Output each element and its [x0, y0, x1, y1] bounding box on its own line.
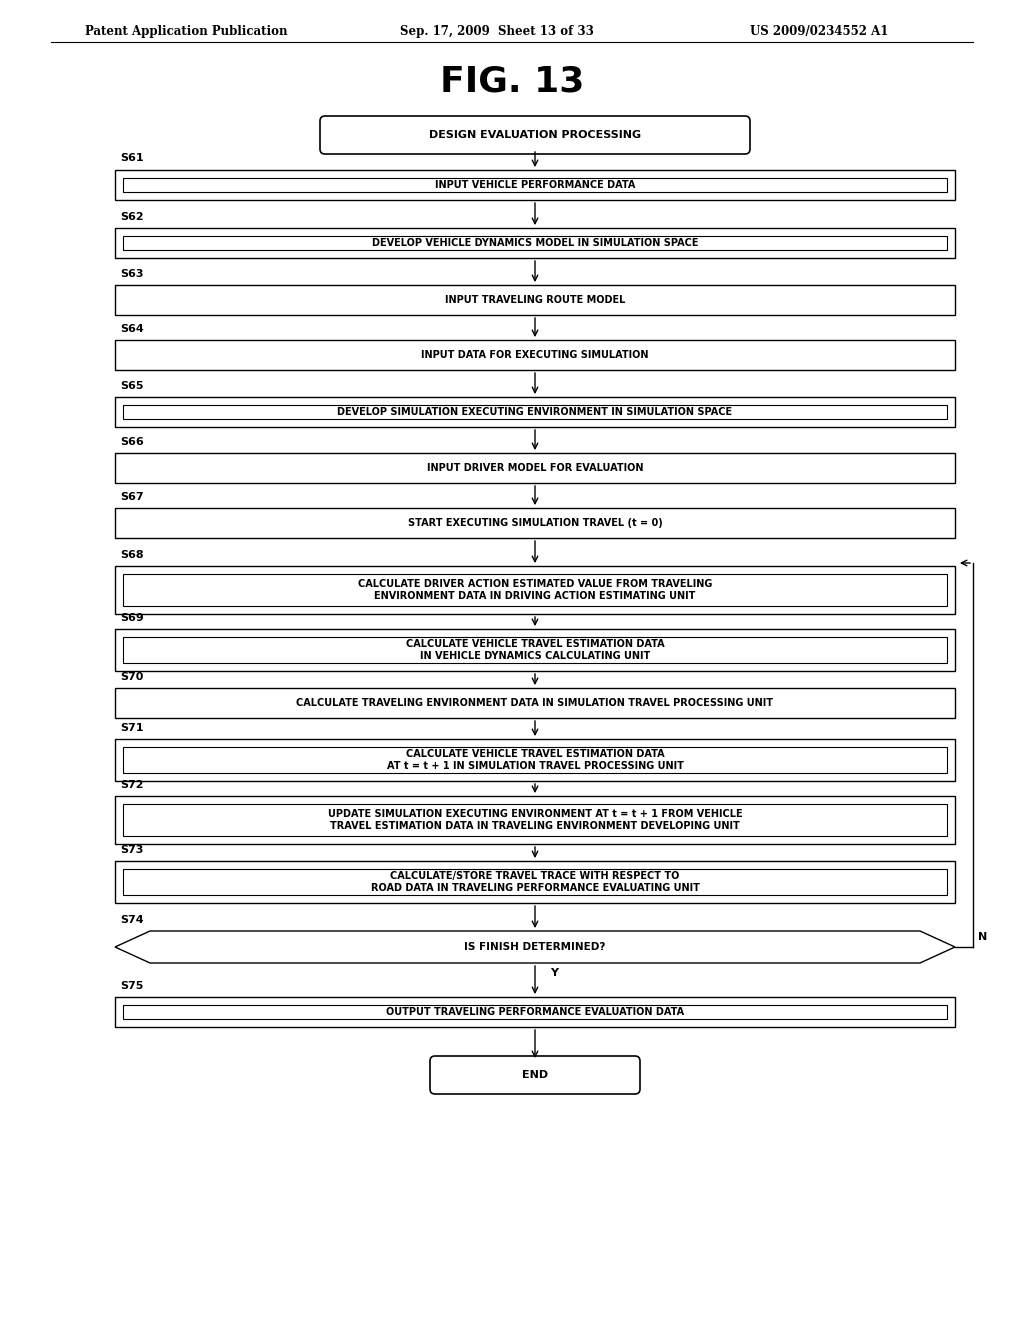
Text: S66: S66	[120, 437, 143, 447]
Text: S67: S67	[120, 492, 143, 502]
Bar	[123, 747, 947, 774]
Text: S75: S75	[120, 981, 143, 991]
Text: S74: S74	[120, 915, 143, 925]
Text: S72: S72	[120, 780, 143, 789]
Bar	[115, 228, 955, 257]
Text: IS FINISH DETERMINED?: IS FINISH DETERMINED?	[464, 942, 605, 952]
Text: S71: S71	[120, 723, 143, 733]
Text: INPUT VEHICLE PERFORMANCE DATA: INPUT VEHICLE PERFORMANCE DATA	[435, 180, 635, 190]
Bar	[115, 688, 955, 718]
Text: CALCULATE/STORE TRAVEL TRACE WITH RESPECT TO
ROAD DATA IN TRAVELING PERFORMANCE : CALCULATE/STORE TRAVEL TRACE WITH RESPEC…	[371, 871, 699, 892]
Text: S68: S68	[120, 550, 143, 560]
Bar	[123, 638, 947, 663]
Bar	[115, 508, 955, 539]
Bar	[123, 405, 947, 418]
Bar	[123, 574, 947, 606]
Text: N: N	[978, 932, 987, 942]
Bar	[115, 997, 955, 1027]
FancyBboxPatch shape	[430, 1056, 640, 1094]
Bar	[123, 1005, 947, 1019]
Bar	[115, 566, 955, 614]
Text: S61: S61	[120, 153, 143, 162]
Text: CALCULATE DRIVER ACTION ESTIMATED VALUE FROM TRAVELING
ENVIRONMENT DATA IN DRIVI: CALCULATE DRIVER ACTION ESTIMATED VALUE …	[357, 579, 712, 601]
Bar	[115, 630, 955, 671]
Text: CALCULATE VEHICLE TRAVEL ESTIMATION DATA
AT t = t + 1 IN SIMULATION TRAVEL PROCE: CALCULATE VEHICLE TRAVEL ESTIMATION DATA…	[387, 750, 683, 771]
Text: S64: S64	[120, 323, 143, 334]
Text: Sep. 17, 2009  Sheet 13 of 33: Sep. 17, 2009 Sheet 13 of 33	[400, 25, 594, 38]
Text: INPUT DRIVER MODEL FOR EVALUATION: INPUT DRIVER MODEL FOR EVALUATION	[427, 463, 643, 473]
Text: S63: S63	[120, 269, 143, 279]
Bar	[115, 285, 955, 315]
Text: INPUT DATA FOR EXECUTING SIMULATION: INPUT DATA FOR EXECUTING SIMULATION	[421, 350, 649, 360]
Text: START EXECUTING SIMULATION TRAVEL (t = 0): START EXECUTING SIMULATION TRAVEL (t = 0…	[408, 517, 663, 528]
Text: OUTPUT TRAVELING PERFORMANCE EVALUATION DATA: OUTPUT TRAVELING PERFORMANCE EVALUATION …	[386, 1007, 684, 1016]
Text: UPDATE SIMULATION EXECUTING ENVIRONMENT AT t = t + 1 FROM VEHICLE
TRAVEL ESTIMAT: UPDATE SIMULATION EXECUTING ENVIRONMENT …	[328, 809, 742, 830]
Text: INPUT TRAVELING ROUTE MODEL: INPUT TRAVELING ROUTE MODEL	[444, 294, 626, 305]
Bar	[123, 178, 947, 191]
Bar	[115, 170, 955, 201]
Bar	[115, 453, 955, 483]
FancyBboxPatch shape	[321, 116, 750, 154]
Text: CALCULATE VEHICLE TRAVEL ESTIMATION DATA
IN VEHICLE DYNAMICS CALCULATING UNIT: CALCULATE VEHICLE TRAVEL ESTIMATION DATA…	[406, 639, 665, 661]
Text: DEVELOP SIMULATION EXECUTING ENVIRONMENT IN SIMULATION SPACE: DEVELOP SIMULATION EXECUTING ENVIRONMENT…	[338, 407, 732, 417]
Text: S65: S65	[120, 381, 143, 391]
Text: US 2009/0234552 A1: US 2009/0234552 A1	[750, 25, 889, 38]
Text: DESIGN EVALUATION PROCESSING: DESIGN EVALUATION PROCESSING	[429, 129, 641, 140]
Text: Patent Application Publication: Patent Application Publication	[85, 25, 288, 38]
Text: S69: S69	[120, 612, 143, 623]
Bar	[115, 397, 955, 426]
Bar	[123, 869, 947, 895]
Polygon shape	[115, 931, 955, 964]
Text: END: END	[522, 1071, 548, 1080]
Bar	[115, 796, 955, 843]
Text: S62: S62	[120, 213, 143, 222]
Bar	[115, 861, 955, 903]
Text: S70: S70	[120, 672, 143, 682]
Text: DEVELOP VEHICLE DYNAMICS MODEL IN SIMULATION SPACE: DEVELOP VEHICLE DYNAMICS MODEL IN SIMULA…	[372, 238, 698, 248]
Text: CALCULATE TRAVELING ENVIRONMENT DATA IN SIMULATION TRAVEL PROCESSING UNIT: CALCULATE TRAVELING ENVIRONMENT DATA IN …	[297, 698, 773, 708]
Text: FIG. 13: FIG. 13	[440, 65, 584, 99]
Bar	[115, 739, 955, 781]
Text: S73: S73	[120, 845, 143, 855]
Bar	[115, 341, 955, 370]
Bar	[123, 236, 947, 249]
Text: Y: Y	[550, 968, 558, 978]
Bar	[123, 804, 947, 836]
